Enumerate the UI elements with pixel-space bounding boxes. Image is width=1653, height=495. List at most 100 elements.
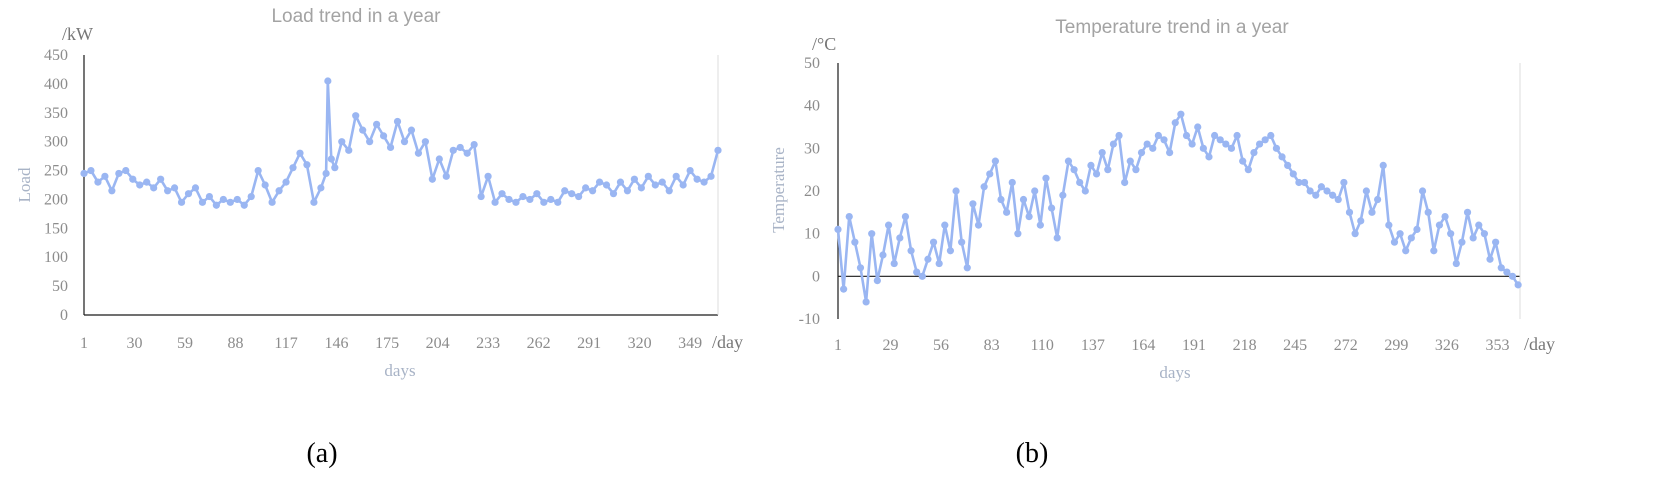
chart-2-data-point	[1182, 131, 1191, 140]
chart-2-data-point	[1345, 208, 1354, 216]
chart-1-y-tick-label: 0	[60, 307, 68, 324]
chart-2-data-point	[1239, 157, 1247, 165]
chart-2-data-point	[1222, 140, 1230, 148]
chart-2-data-point	[1115, 131, 1123, 140]
chart-1-data-point	[533, 190, 541, 198]
chart-1-data-point	[484, 172, 492, 180]
chart-1-data-point	[331, 164, 339, 172]
chart-1-data-point	[379, 132, 388, 140]
chart-1-data-point	[205, 192, 214, 201]
chart-1-data-point	[505, 195, 513, 204]
chart-2-data-point	[986, 170, 994, 178]
chart-1-caption: (a)	[306, 438, 337, 469]
chart-2-data-point	[1396, 230, 1404, 238]
chart-2-data-point	[1475, 221, 1483, 229]
chart-1-data-point	[512, 198, 520, 206]
chart-2-data-point	[1447, 230, 1455, 238]
chart-2-data-point	[1160, 136, 1168, 144]
chart-2-y-tick-label: 30	[804, 140, 820, 157]
chart-1-x-tick-label: 175	[375, 335, 399, 352]
chart-2-data-point	[1053, 234, 1061, 242]
chart-2-data-point	[1087, 161, 1095, 169]
chart-2-data-point	[1216, 136, 1224, 144]
chart-2-data-point	[974, 221, 983, 229]
chart-1-y-tick-label: 50	[52, 278, 68, 295]
chart-2-data-point	[1458, 238, 1466, 246]
chart-2-data-point	[929, 238, 938, 246]
chart-1-data-point	[386, 143, 395, 152]
chart-1-data-point	[491, 198, 499, 206]
chart-1-data-point	[150, 184, 158, 192]
chart-1-data-point	[602, 181, 611, 189]
chart-1-data-point	[352, 112, 360, 120]
chart-1-data-point	[80, 169, 88, 178]
chart-2-x-tick-label: 83	[984, 337, 1000, 354]
chart-1-data-point	[449, 146, 457, 154]
chart-2-data-point	[1368, 208, 1376, 216]
chart-2-data-point	[963, 264, 971, 272]
chart-2-x-tick-label: 272	[1334, 337, 1358, 354]
chart-2-x-tick-label: 1	[834, 337, 842, 354]
chart-2-data-point	[1121, 178, 1129, 187]
chart-2-data-point	[1199, 144, 1207, 152]
chart-2-x-tick-label: 29	[882, 337, 898, 354]
chart-1-data-point	[247, 192, 255, 201]
chart-2-data-point	[1284, 161, 1292, 169]
chart-1-data-point	[414, 149, 423, 157]
chart-1-data-point	[707, 172, 715, 180]
chart-2-data-point	[1166, 149, 1174, 157]
chart-1-x-tick-label: 233	[476, 335, 500, 352]
chart-2-data-point	[1469, 234, 1477, 242]
chart-2-data-point	[1047, 204, 1056, 212]
chart-1-data-point	[115, 169, 123, 178]
chart-1-data-point	[143, 178, 151, 186]
chart-2-data-point	[1126, 157, 1134, 165]
chart-1-x-tick-label: 30	[127, 335, 143, 352]
chart-1-data-point	[268, 198, 276, 206]
chart-2-x-tick-label: 137	[1081, 337, 1105, 354]
chart-2-data-point	[1424, 208, 1432, 216]
chart-1-data-point	[588, 187, 597, 195]
chart-1-data-point	[310, 198, 318, 206]
chart-1-data-point	[547, 195, 555, 204]
chart-1-data-point	[428, 175, 436, 183]
chart-1-x-unit: /day	[712, 332, 743, 352]
chart-2-data-point	[1402, 247, 1410, 255]
chart-1-data-point	[317, 184, 325, 192]
chart-2-data-point	[924, 255, 932, 263]
chart-2-data-point	[991, 157, 999, 165]
chart-1-data-point	[101, 172, 109, 180]
chart-2-data-point	[1452, 259, 1460, 268]
chart-2-data-point	[918, 272, 926, 280]
chart-2-data-point	[907, 247, 915, 255]
chart-2-data-point	[1261, 136, 1269, 144]
chart-1-ylabel: Load	[15, 167, 34, 202]
chart-1-y-tick-label: 400	[44, 76, 68, 93]
chart-2-data-point	[1143, 140, 1151, 148]
chart-2-x-tick-label: 56	[933, 337, 949, 354]
chart-1-data-point	[700, 178, 708, 186]
chart-1-data-point	[665, 187, 673, 195]
chart-2-x-unit: /day	[1524, 334, 1555, 354]
chart-1-data-point	[254, 166, 262, 175]
chart-2-data-point	[969, 200, 977, 208]
chart-1-data-point	[108, 187, 116, 195]
chart-2-data-point	[1418, 187, 1427, 195]
chart-2-data-point	[1205, 153, 1213, 161]
chart-1-y-tick-label: 350	[44, 105, 68, 122]
chart-1-data-point	[637, 184, 645, 192]
chart-1-data-point	[303, 161, 311, 169]
chart-2-data-point	[1278, 153, 1286, 161]
chart-2-ylabel: Temperature	[769, 147, 788, 233]
chart-1-data-point	[498, 190, 506, 198]
chart-1-x-tick-label: 262	[527, 335, 551, 352]
chart-2-data-point	[1312, 191, 1320, 199]
chart-2-data-point	[1289, 170, 1297, 178]
chart-2-data-point	[845, 213, 853, 221]
chart-2-y-unit: /°C	[812, 34, 836, 54]
chart-2-data-point	[1340, 178, 1348, 187]
chart-2-data-point	[1329, 191, 1337, 199]
chart-1-x-tick-label: 146	[325, 335, 349, 352]
chart-2-data-point	[1413, 225, 1421, 233]
